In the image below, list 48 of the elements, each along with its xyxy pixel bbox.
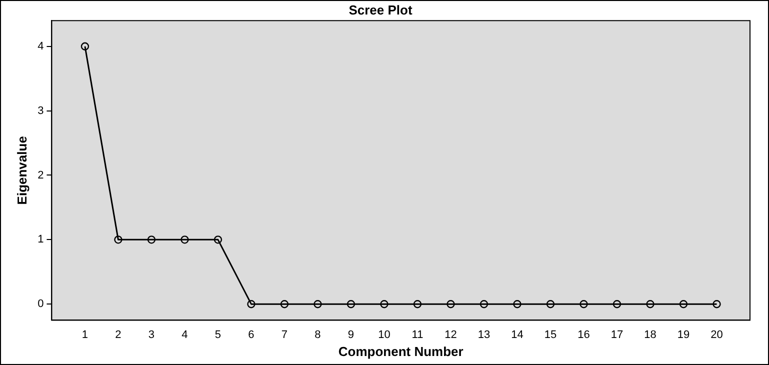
point xyxy=(380,300,388,308)
x-tick-label: 11 xyxy=(412,328,424,341)
point xyxy=(280,300,289,308)
point xyxy=(180,236,189,244)
x-tick-label: 13 xyxy=(478,328,490,341)
point xyxy=(480,300,488,308)
point xyxy=(712,300,721,308)
point xyxy=(513,300,522,308)
x-tick-label: 3 xyxy=(148,328,155,341)
point xyxy=(446,300,455,308)
x-tick-label: 5 xyxy=(214,328,222,341)
y-tick-label: 2 xyxy=(38,169,44,182)
x-tick-label: 7 xyxy=(281,328,288,341)
chart-title: Scree Plot xyxy=(348,2,413,18)
x-tick-label: 20 xyxy=(710,328,723,341)
x-tick-label: 8 xyxy=(314,328,321,341)
x-tick-label: 10 xyxy=(378,328,390,341)
y-tick-label: 1 xyxy=(38,234,44,246)
point xyxy=(247,300,256,308)
point xyxy=(679,300,688,308)
x-tick-label: 12 xyxy=(444,328,457,341)
x-tick-label: 6 xyxy=(248,328,254,341)
x-tick-label: 14 xyxy=(511,328,524,341)
point xyxy=(346,300,356,308)
x-tick-label: 15 xyxy=(544,328,557,341)
point xyxy=(580,300,588,308)
x-axis-title: Component Number xyxy=(338,344,464,359)
x-tick-label: 1 xyxy=(82,328,88,341)
point xyxy=(147,236,156,244)
point xyxy=(80,42,90,50)
y-axis-title: Eigenvalue xyxy=(14,136,30,205)
y-tick-label: 4 xyxy=(38,40,44,52)
x-tick-label: 17 xyxy=(610,328,624,341)
x-tick-label: 18 xyxy=(644,328,656,341)
x-tick-label: 16 xyxy=(578,328,590,341)
x-tick-label: 19 xyxy=(677,328,690,341)
x-tick-label: 2 xyxy=(115,328,122,341)
point xyxy=(413,300,422,308)
y-tick-label: 3 xyxy=(38,104,44,117)
point xyxy=(646,300,654,308)
x-tick-label: 4 xyxy=(182,328,188,341)
y-tick-label: 0 xyxy=(38,298,44,310)
point xyxy=(612,300,622,308)
point xyxy=(114,236,122,244)
point xyxy=(546,300,555,308)
x-tick-label: 9 xyxy=(348,328,354,341)
point xyxy=(214,236,222,244)
point xyxy=(314,300,322,308)
